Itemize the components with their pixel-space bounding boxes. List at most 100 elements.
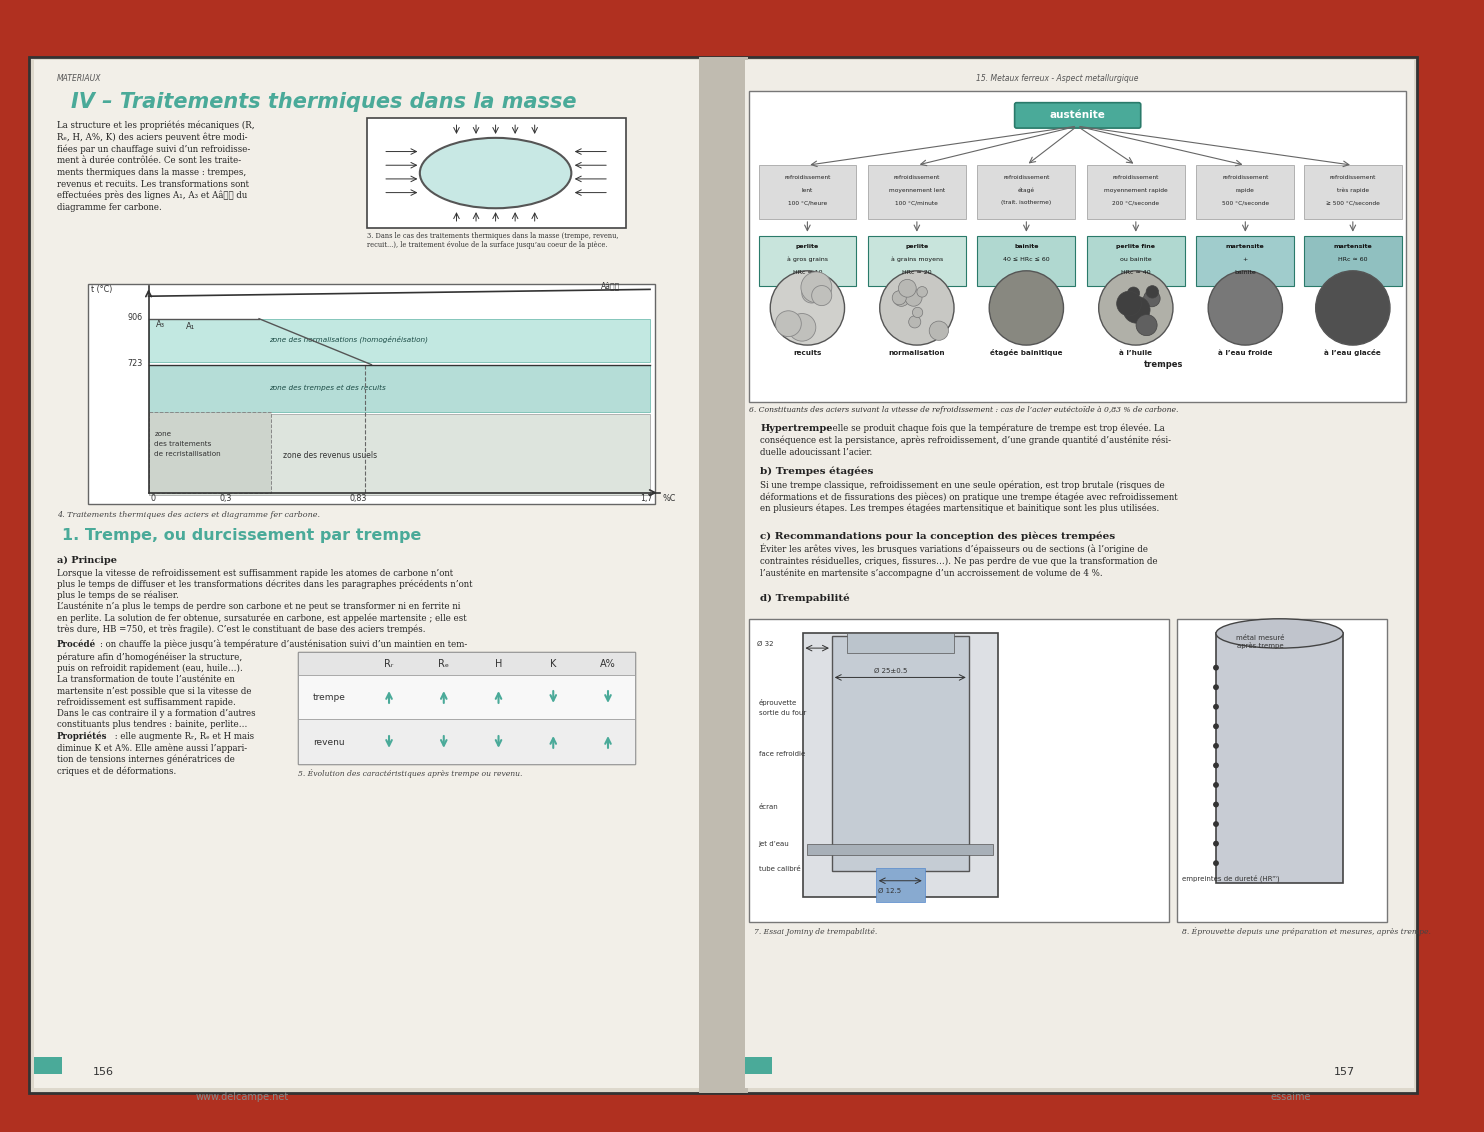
Text: tube calibré: tube calibré (758, 866, 800, 872)
Text: empreintes de dureté (HRᵐ): empreintes de dureté (HRᵐ) (1181, 875, 1279, 882)
Text: à gros grains: à gros grains (787, 257, 828, 261)
Text: Si une trempe classique, refroidissement en une seule opération, est trop brutal: Si une trempe classique, refroidissement… (760, 480, 1165, 490)
Circle shape (1146, 285, 1159, 298)
Text: 0,3: 0,3 (220, 494, 233, 503)
Text: 15. Metaux ferreux - Aspect metallurgique: 15. Metaux ferreux - Aspect metallurgiqu… (975, 75, 1138, 83)
Circle shape (770, 271, 844, 345)
Text: éprouvette: éprouvette (758, 698, 797, 706)
Text: Ø 12.5: Ø 12.5 (877, 887, 901, 893)
Text: refroidissement: refroidissement (1003, 175, 1049, 180)
Bar (807, 843, 993, 856)
Text: étagée bainitique: étagée bainitique (990, 349, 1063, 355)
Text: refroidissement: refroidissement (784, 175, 831, 180)
Text: trempes: trempes (1144, 360, 1183, 369)
Circle shape (1098, 271, 1172, 345)
Text: plus le temps de diffuser et les transformations décrites dans les paragraphes p: plus le temps de diffuser et les transfo… (56, 580, 472, 589)
Text: conséquence est la persistance, après refroidissement, d’une grande quantité d’a: conséquence est la persistance, après re… (760, 436, 1171, 445)
Text: Ø 25±0.5: Ø 25±0.5 (874, 668, 907, 674)
Text: HRc ≈ 40: HRc ≈ 40 (1120, 269, 1150, 275)
Text: martensite: martensite (1334, 245, 1373, 249)
Bar (148, 365, 650, 412)
Text: Éviter les arêtes vives, les brusques variations d’épaisseurs ou de sections (à : Éviter les arêtes vives, les brusques va… (760, 543, 1149, 555)
Text: perlite fine: perlite fine (1116, 245, 1156, 249)
Text: %C: %C (663, 494, 677, 503)
Text: Hypertrempe: Hypertrempe (760, 424, 833, 434)
Text: HRc ≈ 20: HRc ≈ 20 (902, 269, 932, 275)
Text: IV – Traitements thermiques dans la masse: IV – Traitements thermiques dans la mass… (71, 92, 577, 112)
Circle shape (898, 280, 916, 298)
Circle shape (788, 314, 816, 341)
Circle shape (1212, 782, 1218, 788)
Circle shape (801, 283, 822, 303)
Text: rapide: rapide (1236, 188, 1255, 192)
Bar (745, 60, 1414, 1088)
Text: 906: 906 (128, 312, 142, 321)
Bar (1196, 235, 1294, 286)
Text: 156: 156 (93, 1067, 114, 1078)
Text: a) Principe: a) Principe (56, 556, 117, 565)
Text: La structure et les propriétés mécaniques (R,: La structure et les propriétés mécanique… (56, 121, 254, 130)
Bar (749, 91, 1405, 402)
Text: en plusieurs étapes. Les trempes étagées martensitique et bainitique sont les pl: en plusieurs étapes. Les trempes étagées… (760, 504, 1159, 513)
Bar (148, 414, 650, 495)
Text: Rₑ: Rₑ (438, 659, 450, 669)
Bar (34, 1056, 61, 1074)
Bar (1304, 165, 1402, 218)
Text: refroidissement: refroidissement (1223, 175, 1269, 180)
Text: A₁: A₁ (186, 323, 194, 332)
Text: 8. Éprouvette depuis une préparation et mesures, après trempe.: 8. Éprouvette depuis une préparation et … (1181, 926, 1431, 935)
Text: 0,83: 0,83 (350, 494, 368, 503)
Text: essaime: essaime (1270, 1091, 1312, 1101)
Circle shape (1123, 297, 1150, 324)
Circle shape (917, 286, 928, 297)
Circle shape (1212, 704, 1218, 710)
Circle shape (1128, 288, 1140, 299)
Text: HRc ≈ 60: HRc ≈ 60 (1339, 257, 1368, 261)
Circle shape (801, 272, 833, 302)
Circle shape (1208, 271, 1282, 345)
Text: diagramme fer carbone.: diagramme fer carbone. (56, 204, 162, 212)
Text: Procédé: Procédé (56, 640, 96, 649)
Text: 723: 723 (128, 359, 142, 368)
Text: en perlite. La solution de fer obtenue, sursaturée en carbone, est appelée marte: en perlite. La solution de fer obtenue, … (56, 614, 466, 623)
Text: H: H (494, 659, 502, 669)
Text: perlite: perlite (795, 245, 819, 249)
Text: à l’eau froide: à l’eau froide (1218, 350, 1273, 355)
Text: effectuées près des lignes A₁, A₃ et Aâ du: effectuées près des lignes A₁, A₃ et Aâ… (56, 191, 246, 200)
Circle shape (1137, 315, 1158, 336)
FancyBboxPatch shape (1015, 103, 1141, 128)
Ellipse shape (1215, 619, 1343, 649)
Text: l’austénite en martensite s’accompagne d’un accroissement de volume de 4 %.: l’austénite en martensite s’accompagne d… (760, 568, 1103, 577)
Text: pérature afin d’homogénéiser la structure,: pérature afin d’homogénéiser la structur… (56, 652, 242, 662)
Text: 40 ≤ HRc ≤ 60: 40 ≤ HRc ≤ 60 (1003, 257, 1049, 261)
Text: 5. Évolution des caractéristiques après trempe ou revenu.: 5. Évolution des caractéristiques après … (298, 769, 522, 778)
Circle shape (908, 316, 920, 328)
Text: à grains moyens: à grains moyens (890, 257, 942, 261)
Text: 3. Dans le cas des traitements thermiques dans la masse (trempe, revenu,: 3. Dans le cas des traitements thermique… (367, 232, 617, 240)
Circle shape (1316, 271, 1391, 345)
Text: bainite: bainite (1235, 269, 1255, 275)
Text: Rᵣ: Rᵣ (384, 659, 393, 669)
Circle shape (776, 311, 801, 336)
Text: refroidissement: refroidissement (1330, 175, 1376, 180)
Bar (846, 634, 954, 653)
Circle shape (893, 291, 910, 307)
Bar (758, 235, 856, 286)
Text: tion de tensions internes génératrices de: tion de tensions internes génératrices d… (56, 755, 234, 764)
Text: criques et de déformations.: criques et de déformations. (56, 766, 177, 775)
Bar (367, 119, 626, 228)
Bar (298, 720, 635, 764)
Text: zone: zone (154, 431, 172, 437)
Text: ment à durée contrôlée. Ce sont les traite-: ment à durée contrôlée. Ce sont les trai… (56, 156, 240, 165)
Text: A₃: A₃ (156, 320, 165, 329)
Text: écran: écran (758, 805, 778, 811)
Text: 100 °C/minute: 100 °C/minute (895, 200, 938, 205)
Bar (758, 165, 856, 218)
Circle shape (1212, 801, 1218, 807)
Text: très dure, HB =750, et très fragile). C’est le constituant de base des aciers tr: très dure, HB =750, et très fragile). C’… (56, 625, 426, 634)
Text: 200 °C/seconde: 200 °C/seconde (1113, 200, 1159, 205)
Circle shape (1116, 291, 1141, 316)
Text: 0: 0 (150, 494, 156, 503)
Bar (978, 235, 1076, 286)
Bar (1086, 235, 1184, 286)
